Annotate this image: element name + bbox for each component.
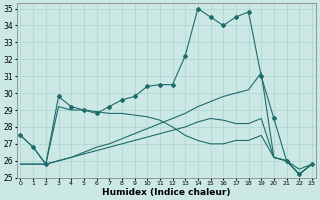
X-axis label: Humidex (Indice chaleur): Humidex (Indice chaleur) <box>102 188 230 197</box>
